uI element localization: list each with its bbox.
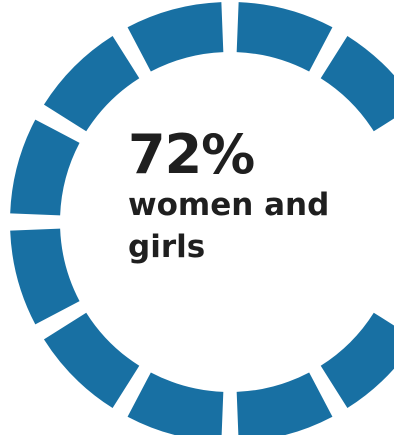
- ring-segment: [320, 35, 394, 132]
- stat-label: 72% women and girls: [128, 126, 390, 268]
- ring-segment: [10, 119, 80, 216]
- ring-segment: [127, 2, 224, 72]
- stat-label-line1: women and: [128, 187, 330, 223]
- ring-segment: [236, 2, 333, 72]
- ring-segment: [236, 372, 333, 435]
- ring-segment: [127, 372, 224, 435]
- stat-label-line2: girls: [128, 229, 206, 265]
- ring-segment: [43, 35, 140, 132]
- ring-segment: [10, 228, 80, 325]
- ring-segment: [320, 312, 394, 409]
- ring-segment: [43, 312, 140, 409]
- stat-value: 72%: [128, 123, 255, 186]
